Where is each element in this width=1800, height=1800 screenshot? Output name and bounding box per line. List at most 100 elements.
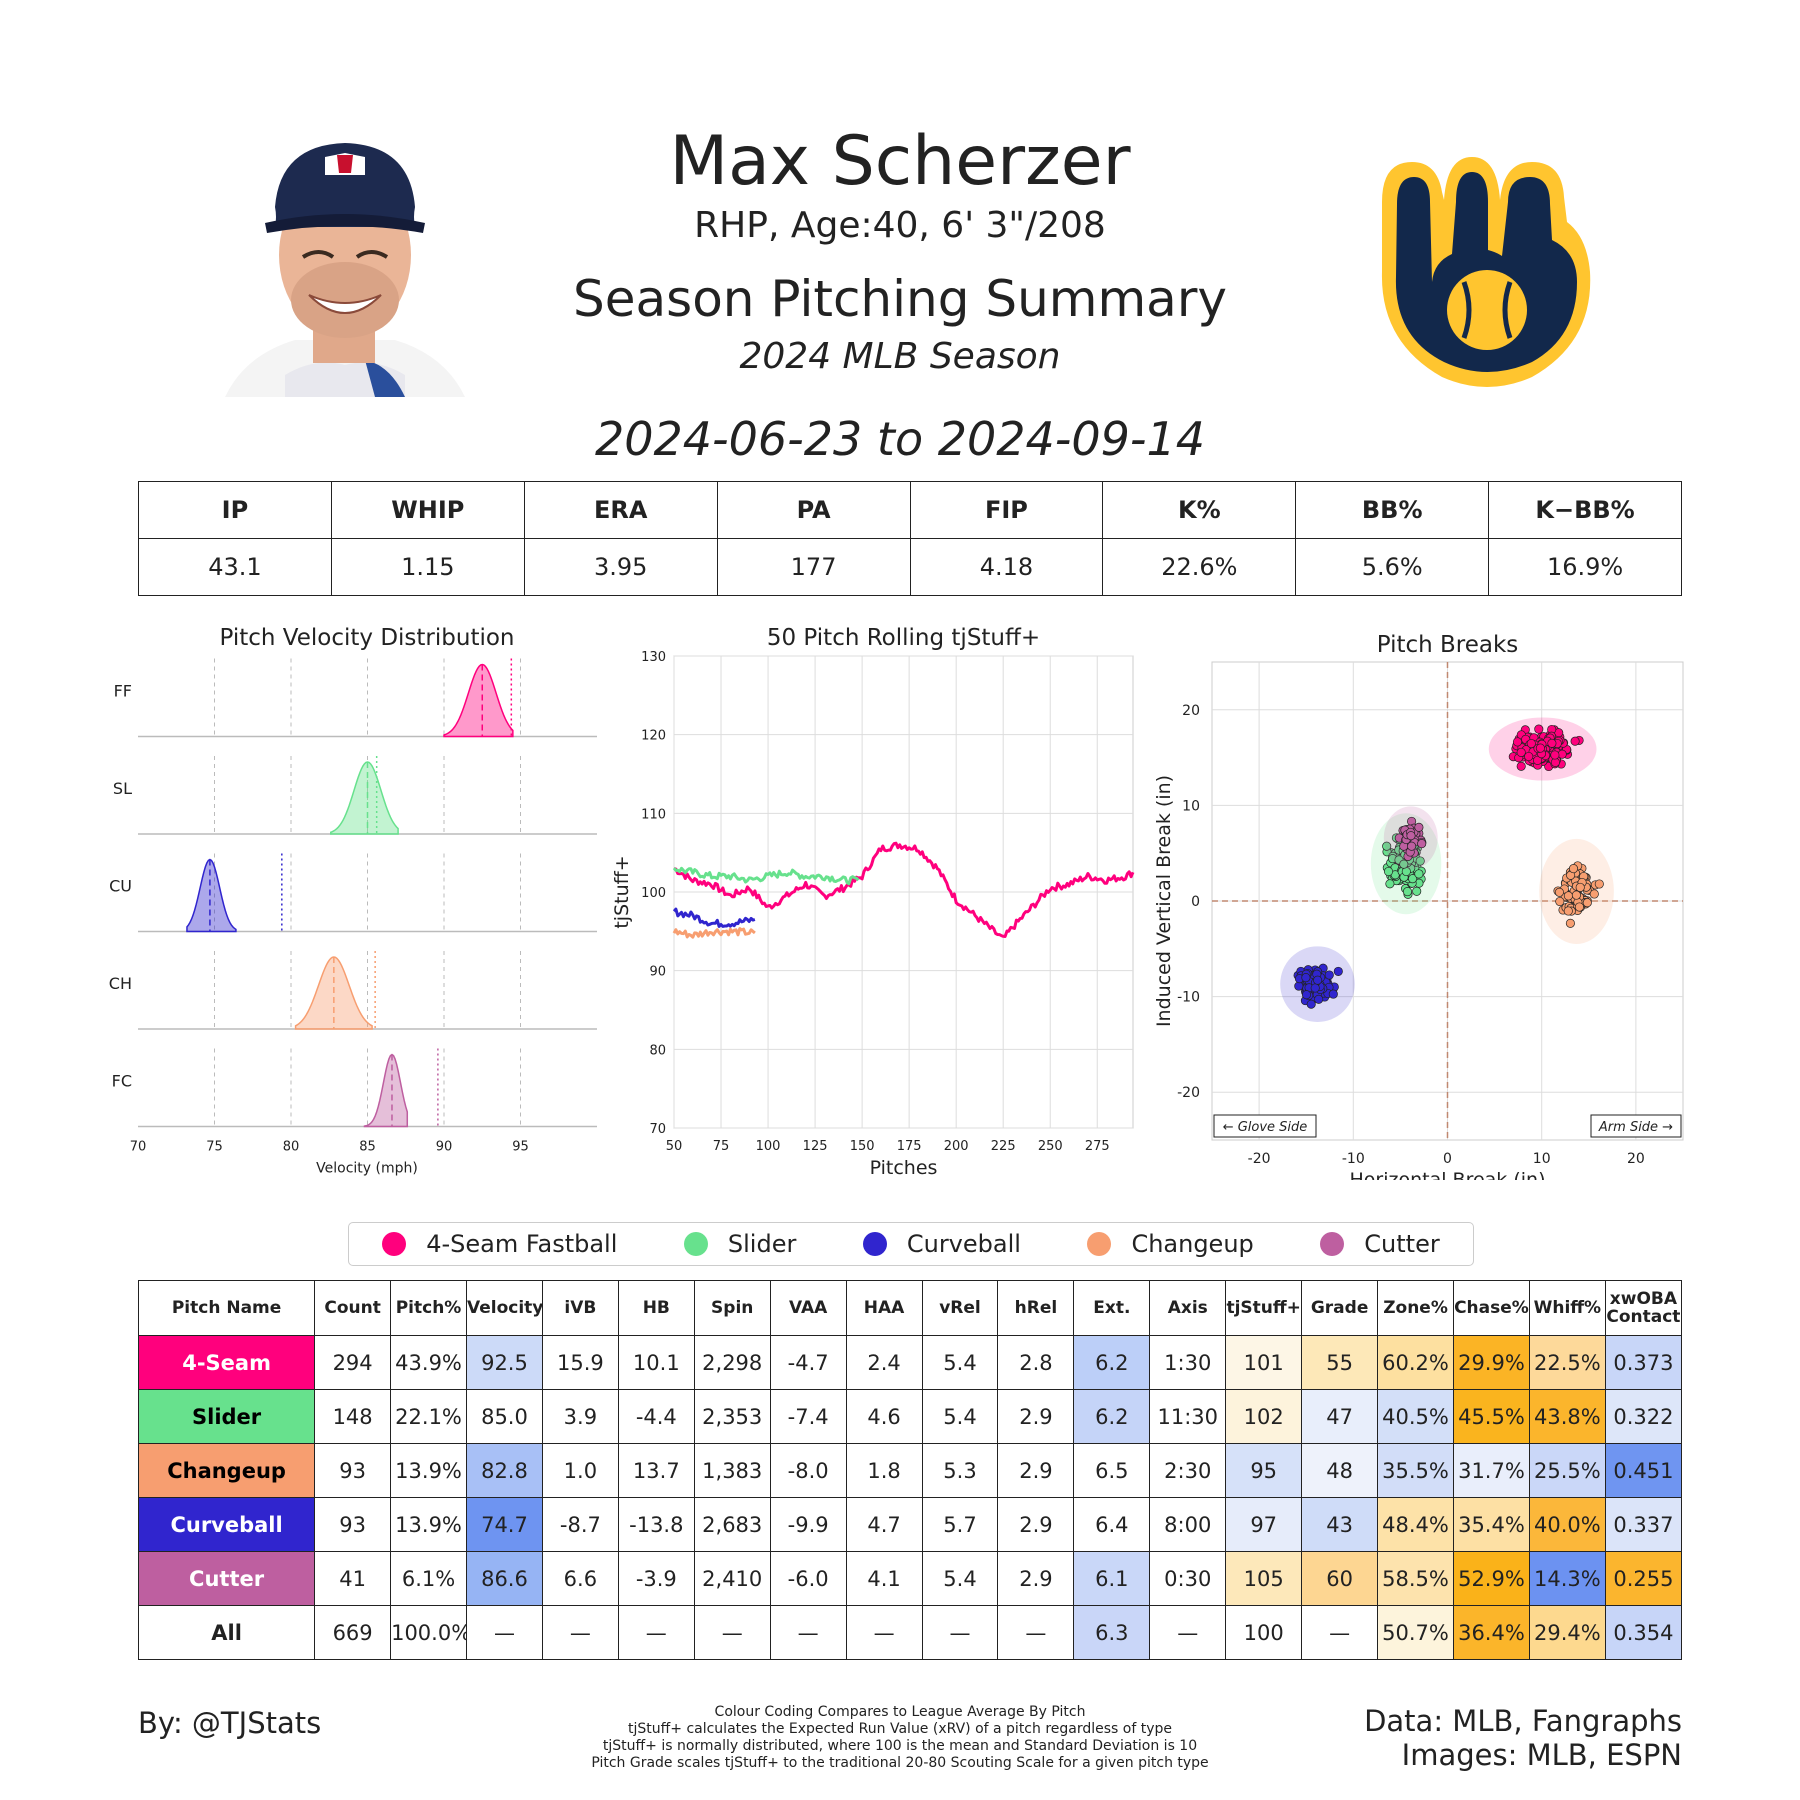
arm-side-box [1590, 1114, 1682, 1138]
pitch-point [1382, 841, 1392, 851]
pitch-point [1575, 882, 1585, 892]
table-row: Curveball 93 13.9% 74.7 -8.7 -13.8 2,683 -9.9 4.… [137, 1497, 1683, 1552]
table-cell: 2.8 [997, 1335, 1075, 1390]
pitch-point [1582, 898, 1592, 908]
column-header: Spin [693, 1280, 771, 1336]
x-tick-label: 50 [666, 1139, 683, 1154]
legend-label: Cutter [1364, 1230, 1440, 1258]
legend-label: 4-Seam Fastball [426, 1230, 618, 1258]
pitch-point [1594, 879, 1604, 889]
table-cell: 52.9% [1452, 1551, 1530, 1606]
x-tick-label: 95 [512, 1140, 529, 1155]
y-tick-label: -20 [1177, 1085, 1200, 1101]
table-cell: — [541, 1605, 619, 1660]
table-cell: 6.2 [1073, 1335, 1151, 1390]
table-cell: 6.5 [1073, 1443, 1151, 1498]
pitch-metrics-table: Pitch Name Count Pitch% Velocity iVB HB Spin VA… [137, 1280, 1683, 1660]
x-tick-label: 150 [850, 1139, 875, 1154]
pitch-point [1555, 896, 1565, 907]
column-header: Velocity [466, 1280, 543, 1336]
table-row: All 669 100.0% — — — — — — — —6.3—100—50.7% 36.4% 29… [137, 1605, 1683, 1660]
table-cell: 22.1% [390, 1389, 467, 1444]
table-cell: 0.337 [1604, 1497, 1683, 1552]
team-logo [1381, 157, 1591, 387]
table-cell: 45.5% [1452, 1389, 1530, 1444]
table-cell: 35.5% [1377, 1443, 1454, 1498]
table-cell: -3.9 [617, 1551, 695, 1606]
pitch-name-cell: Curveball [137, 1497, 316, 1552]
glove-side-box [1213, 1114, 1317, 1138]
table-cell: 1.0 [541, 1443, 619, 1498]
table-cell: 2:30 [1149, 1443, 1227, 1498]
table-cell: 6.4 [1073, 1497, 1151, 1552]
table-cell: 58.5% [1377, 1551, 1454, 1606]
table-cell: 1,383 [693, 1443, 771, 1498]
y-axis-label: tjStuff+ [611, 855, 633, 928]
table-cell: 105 [1225, 1551, 1303, 1606]
table-cell: 2.9 [997, 1443, 1075, 1498]
table-cell: 86.6 [466, 1551, 543, 1606]
table-cell: 60 [1301, 1551, 1379, 1606]
column-header: iVB [541, 1280, 619, 1336]
x-tick-label: -20 [1248, 1151, 1271, 1167]
table-cell: 93 [314, 1443, 392, 1498]
table-cell: 100 [1225, 1605, 1303, 1660]
pitch-name-cell: All [137, 1605, 316, 1660]
chart-title: 50 Pitch Rolling tjStuff+ [767, 625, 1040, 651]
table-cell: 13.7 [617, 1443, 695, 1498]
table-cell: 4.1 [845, 1551, 923, 1606]
legend-item: Slider [683, 1230, 796, 1258]
stat-value: 4.18 [909, 538, 1104, 596]
table-cell: 40.0% [1528, 1497, 1606, 1552]
pitch-point [1313, 975, 1323, 985]
image-source: Images: MLB, ESPN [1401, 1738, 1682, 1772]
column-header: Whiff% [1528, 1280, 1606, 1336]
column-header: Zone% [1377, 1280, 1454, 1336]
series-line [673, 841, 1135, 938]
pitch-point [1535, 743, 1545, 753]
pitch-point [1399, 859, 1409, 869]
x-axis-label: Horizontal Break (in) [1349, 1169, 1545, 1180]
data-source: Data: MLB, Fangraphs [1364, 1704, 1682, 1738]
pitch-point [1571, 890, 1581, 900]
y-tick-label: -10 [1177, 990, 1200, 1006]
pitch-point [1328, 989, 1338, 999]
table-row: 4-Seam 294 43.9% 92.5 15.9 10.1 2,298 -4.7 2.4 5.… [137, 1335, 1683, 1390]
table-cell: 43.8% [1528, 1389, 1606, 1444]
pitch-point [1402, 887, 1413, 897]
table-cell: 6.2 [1073, 1389, 1151, 1444]
pitch-point [1534, 724, 1544, 734]
table-cell: 0.373 [1604, 1335, 1683, 1390]
author-credit: By: @TJStats [138, 1706, 322, 1740]
season-label: 2024 MLB Season [739, 336, 1061, 377]
legend-item: 4-Seam Fastball [382, 1230, 617, 1258]
table-cell: 22.5% [1528, 1335, 1606, 1390]
table-row: Cutter 41 6.1% 86.6 6.6 -3.9 2,410 -6.0 4.1 5.4 2.… [137, 1551, 1683, 1606]
table-cell: 6.1 [1073, 1551, 1151, 1606]
pitch-point [1306, 999, 1316, 1009]
density-area [186, 858, 237, 933]
table-cell: 3.9 [541, 1389, 619, 1444]
pitch-point [1568, 864, 1579, 874]
pitch-point [1408, 874, 1418, 884]
table-cell: 2.9 [997, 1551, 1075, 1606]
column-header: xwOBA Contact [1604, 1280, 1683, 1336]
pitch-point [1512, 737, 1523, 747]
pitch-point [1524, 751, 1534, 762]
table-cell: 13.9% [390, 1497, 467, 1552]
column-header: vRel [921, 1280, 999, 1336]
column-header: Pitch Name [137, 1280, 316, 1336]
table-row: Slider 148 22.1% 85.0 3.9 -4.4 2,353 -7.4 4.6 5.4… [137, 1389, 1683, 1444]
y-tick-label: 80 [649, 1043, 666, 1058]
pitch-table-header-row: Pitch Name Count Pitch% Velocity iVB HB Spin VA… [137, 1280, 1683, 1336]
table-cell: 85.0 [466, 1389, 543, 1444]
table-cell: — [921, 1605, 999, 1660]
table-cell: 4.7 [845, 1497, 923, 1552]
table-cell: 55 [1301, 1335, 1379, 1390]
pitch-name-cell: Changeup [137, 1443, 316, 1498]
table-cell: 48 [1301, 1443, 1379, 1498]
rolling-tjstuff-chart: 50 Pitch Rolling tjStuff+ 50 75 100 125 150 17… [611, 625, 1135, 1179]
summary-title: Season Pitching Summary [573, 270, 1227, 328]
x-axis-label: Pitches [870, 1157, 938, 1179]
table-cell: -4.7 [769, 1335, 847, 1390]
